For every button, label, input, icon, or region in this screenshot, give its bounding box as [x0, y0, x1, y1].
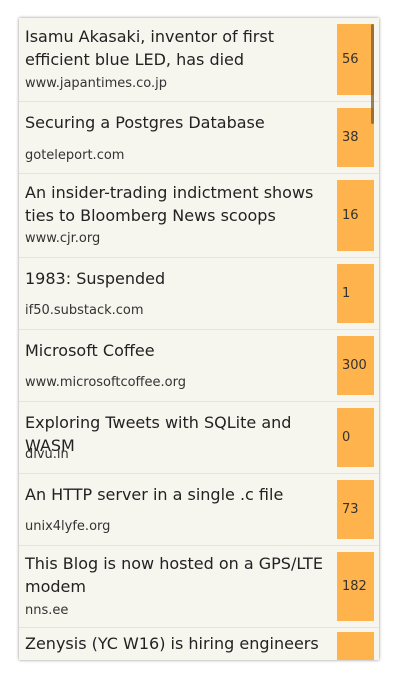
story-score-value: 182: [342, 579, 367, 594]
story-domain: if50.substack.com: [25, 303, 144, 319]
story-score-value: 73: [342, 502, 359, 517]
story-title[interactable]: This Blog is now hosted on a GPS/LTE mod…: [25, 552, 331, 598]
story-title[interactable]: Isamu Akasaki, inventor of first efficie…: [25, 25, 331, 71]
story-domain: www.cjr.org: [25, 231, 100, 247]
story-item[interactable]: Zenysis (YC W16) is hiring engineers to: [19, 628, 379, 660]
story-score: 1: [337, 264, 374, 323]
story-score: [337, 632, 374, 660]
story-score-value: 0: [342, 430, 350, 445]
story-item[interactable]: Isamu Akasaki, inventor of first efficie…: [19, 18, 379, 102]
story-score: 56: [337, 24, 374, 95]
story-item[interactable]: Securing a Postgres Database goteleport.…: [19, 102, 379, 174]
story-item[interactable]: This Blog is now hosted on a GPS/LTE mod…: [19, 546, 379, 628]
story-score: 182: [337, 552, 374, 621]
story-score-value: 1: [342, 286, 350, 301]
scrollbar-thumb[interactable]: [371, 24, 374, 124]
story-text: An HTTP server in a single .c file unix4…: [25, 474, 331, 545]
story-domain: www.microsoftcoffee.org: [25, 375, 186, 391]
story-title[interactable]: Zenysis (YC W16) is hiring engineers to: [25, 632, 331, 660]
story-score-value: 56: [342, 52, 359, 67]
story-score-value: 300: [342, 358, 367, 373]
story-list-panel: Isamu Akasaki, inventor of first efficie…: [19, 18, 379, 660]
story-title[interactable]: An HTTP server in a single .c file: [25, 483, 283, 506]
story-domain: divu.in: [25, 447, 69, 463]
story-title[interactable]: Exploring Tweets with SQLite and WASM: [25, 411, 331, 457]
story-text: An insider-trading indictment shows ties…: [25, 174, 331, 257]
story-score: 300: [337, 336, 374, 395]
story-score: 0: [337, 408, 374, 467]
story-text: Securing a Postgres Database goteleport.…: [25, 102, 331, 173]
story-score-value: 16: [342, 208, 359, 223]
story-item[interactable]: An insider-trading indictment shows ties…: [19, 174, 379, 258]
story-score: 16: [337, 180, 374, 251]
story-domain: www.japantimes.co.jp: [25, 76, 167, 92]
story-title[interactable]: An insider-trading indictment shows ties…: [25, 181, 331, 227]
story-score-value: 38: [342, 130, 359, 145]
story-text: 1983: Suspended if50.substack.com: [25, 258, 331, 329]
story-item[interactable]: An HTTP server in a single .c file unix4…: [19, 474, 379, 546]
story-list: Isamu Akasaki, inventor of first efficie…: [19, 18, 379, 660]
story-title[interactable]: Securing a Postgres Database: [25, 111, 265, 134]
story-item[interactable]: Microsoft Coffee www.microsoftcoffee.org…: [19, 330, 379, 402]
story-domain: goteleport.com: [25, 148, 124, 164]
story-domain: nns.ee: [25, 603, 68, 619]
story-item[interactable]: 1983: Suspended if50.substack.com 1: [19, 258, 379, 330]
story-score: 73: [337, 480, 374, 539]
story-text: This Blog is now hosted on a GPS/LTE mod…: [25, 546, 331, 627]
story-title[interactable]: Microsoft Coffee: [25, 339, 155, 362]
story-domain: unix4lyfe.org: [25, 519, 110, 535]
story-text: Microsoft Coffee www.microsoftcoffee.org: [25, 330, 331, 401]
story-text: Exploring Tweets with SQLite and WASM di…: [25, 402, 331, 473]
story-score: 38: [337, 108, 374, 167]
story-title[interactable]: 1983: Suspended: [25, 267, 165, 290]
story-text: Isamu Akasaki, inventor of first efficie…: [25, 18, 331, 101]
story-text: Zenysis (YC W16) is hiring engineers to: [25, 628, 331, 660]
story-item[interactable]: Exploring Tweets with SQLite and WASM di…: [19, 402, 379, 474]
